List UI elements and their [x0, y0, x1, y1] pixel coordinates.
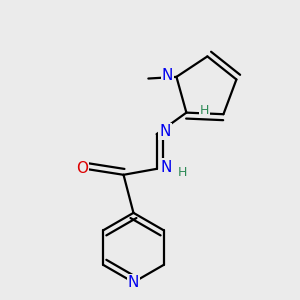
Text: N: N: [159, 124, 171, 139]
Text: N: N: [162, 68, 173, 83]
Text: O: O: [76, 161, 88, 176]
Text: N: N: [128, 275, 139, 290]
Text: H: H: [178, 166, 188, 179]
Text: N: N: [160, 160, 172, 175]
Text: H: H: [200, 104, 209, 118]
